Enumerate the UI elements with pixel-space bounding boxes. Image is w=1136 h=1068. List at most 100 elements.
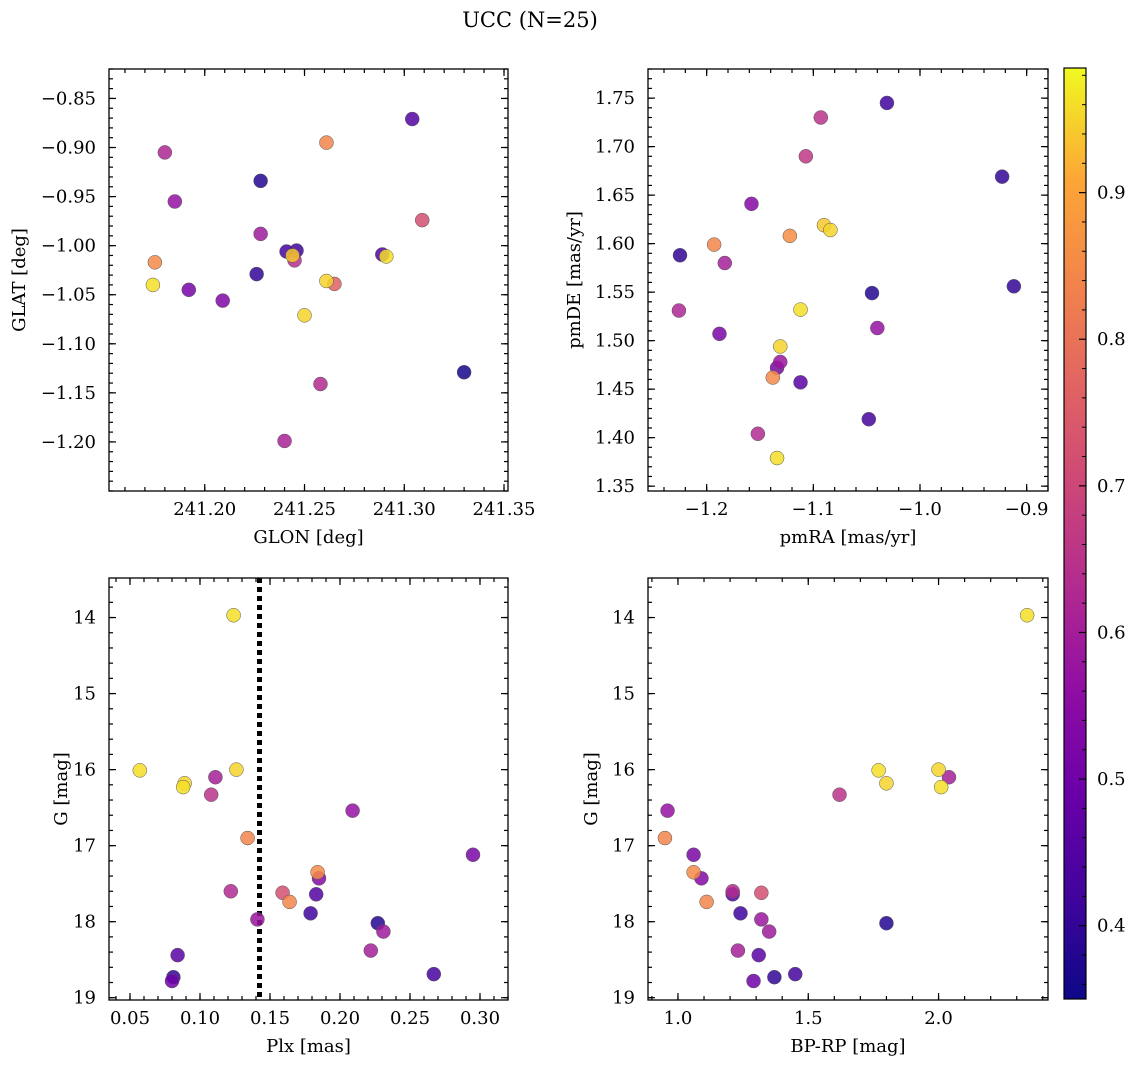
y-tick-label: −1.15	[41, 383, 96, 404]
data-point	[861, 411, 877, 427]
data-point	[933, 779, 949, 795]
data-point	[746, 973, 761, 989]
x-tick-label: 0.20	[320, 1008, 360, 1029]
data-point	[754, 885, 769, 901]
data-point	[751, 947, 766, 963]
data-point	[725, 884, 740, 899]
data-point	[1006, 279, 1022, 294]
y-tick-label: −1.00	[41, 236, 96, 257]
data-point	[379, 249, 394, 264]
y-tick-label: −0.95	[41, 187, 96, 208]
colorbar-tick-label: 0.7	[1097, 476, 1126, 497]
x-tick-label: 241.20	[173, 499, 236, 520]
x-tick-label: 241.25	[273, 499, 336, 520]
x-tick-label: 0.05	[110, 1008, 150, 1029]
data-point	[871, 763, 886, 778]
data-point	[167, 194, 183, 209]
plx-g-panel: 0.05 0.10 0.15 0.20 0.25 0.30 14 15 16 17 18 19 Plx …	[51, 577, 509, 1057]
data-point	[657, 830, 673, 846]
data-point	[769, 450, 785, 466]
y-tick-label: 17	[612, 836, 635, 857]
y-axis-label: G [mag]	[51, 752, 72, 825]
y-tick-label: 18	[612, 912, 635, 933]
y-tick-label: 17	[73, 836, 96, 857]
axes-frame	[647, 68, 1049, 492]
data-point	[253, 226, 268, 242]
data-point	[426, 966, 442, 982]
glon-glat-panel: 241.20 241.25 241.30 241.35 −0.85 −0.90 −0.95 −…	[9, 68, 536, 548]
ticks	[109, 68, 508, 492]
data-point	[941, 769, 957, 785]
ticks	[109, 578, 509, 1000]
data-point	[761, 924, 777, 939]
data-point	[229, 762, 244, 777]
y-tick-label: 19	[612, 988, 635, 1009]
x-tick-label: 1.0	[664, 1008, 693, 1029]
axes-frame	[647, 577, 1049, 1001]
data-point	[782, 228, 798, 244]
colorbar-gradient	[1063, 67, 1087, 1000]
x-tick-label: 0.30	[460, 1008, 500, 1029]
ticks	[648, 578, 1048, 1000]
data-point	[414, 212, 430, 228]
y-tick-label: 1.65	[595, 185, 635, 206]
x-tick-label: −1.1	[791, 499, 835, 520]
ticks	[648, 68, 1049, 491]
y-tick-label: 1.50	[595, 331, 635, 352]
data-point	[208, 769, 223, 785]
y-tick-label: 15	[612, 684, 635, 705]
y-tick-label: 16	[612, 760, 635, 781]
x-axis-label: pmRA [mas/yr]	[780, 527, 917, 548]
data-point	[203, 787, 219, 802]
data-point	[319, 273, 334, 289]
x-tick-label: 241.35	[473, 499, 536, 520]
y-tick-label: 1.45	[595, 379, 635, 400]
data-point	[175, 779, 191, 795]
data-point	[798, 149, 814, 164]
colorbar-tick-label: 0.5	[1097, 769, 1126, 790]
data-point	[363, 943, 379, 958]
data-point	[832, 787, 847, 802]
x-tick-label: 0.10	[180, 1008, 220, 1029]
data-point	[282, 894, 297, 910]
data-point	[145, 277, 161, 293]
y-axis-label: pmDE [mas/yr]	[564, 211, 585, 349]
data-point	[277, 433, 292, 449]
y-tick-label: 1.60	[595, 234, 635, 255]
data-point	[706, 237, 722, 252]
data-point	[181, 282, 197, 298]
data-point	[879, 95, 895, 111]
colorbar-tick-label: 0.9	[1097, 183, 1126, 204]
data-point	[994, 169, 1010, 184]
data-point	[313, 376, 328, 392]
data-point	[686, 865, 701, 880]
x-tick-label: −0.9	[1005, 499, 1049, 520]
colorbar-tick-label: 0.6	[1097, 622, 1126, 643]
data-point	[793, 302, 808, 317]
data-point	[376, 924, 391, 939]
data-point	[456, 365, 472, 380]
data-point	[465, 847, 481, 863]
data-point	[787, 966, 803, 982]
x-tick-label: 0.25	[390, 1008, 430, 1029]
data-point	[754, 912, 769, 927]
data-point	[712, 326, 727, 342]
data-point	[240, 830, 255, 846]
data-point	[767, 969, 782, 985]
data-point	[793, 375, 808, 390]
data-point	[215, 293, 230, 308]
data-point	[226, 608, 241, 623]
y-tick-label: −1.05	[41, 285, 96, 306]
data-point	[870, 320, 885, 336]
color-magnitude-panel: 1.0 1.5 2.0 14 15 16 17 18 19 BP-RP [mag] G [mag]	[581, 577, 1049, 1057]
data-point	[773, 339, 788, 354]
y-tick-label: 1.75	[595, 88, 635, 109]
data-point	[250, 912, 265, 927]
data-point	[823, 222, 838, 238]
x-tick-label: 241.30	[373, 499, 436, 520]
y-tick-label: 1.35	[595, 476, 635, 497]
data-point	[773, 354, 788, 370]
data-point	[404, 111, 420, 127]
data-point	[730, 943, 746, 958]
